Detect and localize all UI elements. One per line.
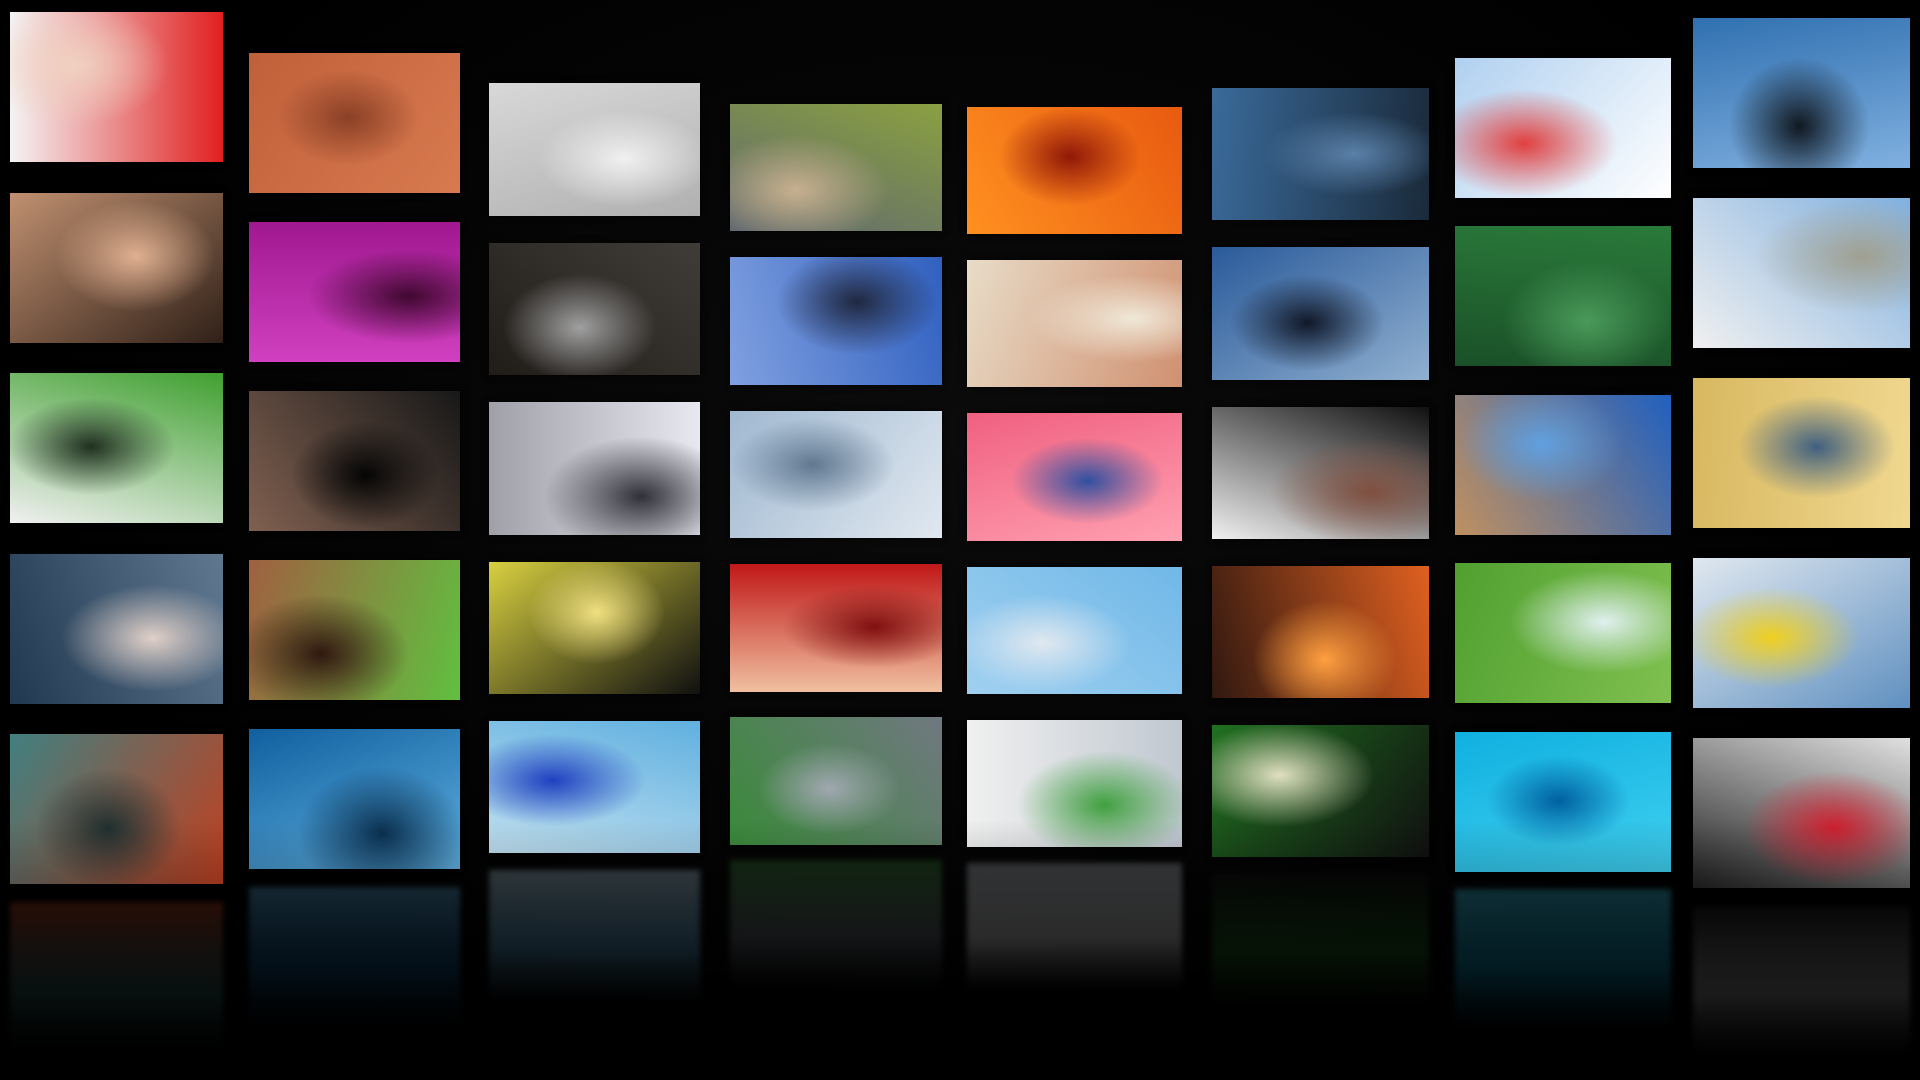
- video-tile: [488, 242, 701, 376]
- video-tile: [488, 402, 701, 535]
- video-tile: [9, 12, 223, 163]
- video-tile: [967, 106, 1182, 234]
- video-tile: [488, 561, 701, 695]
- video-tile: [248, 52, 461, 194]
- video-tile: [9, 553, 223, 704]
- video-tile: [1212, 88, 1429, 221]
- video-tile: [9, 373, 223, 524]
- video-tile: [967, 566, 1182, 694]
- video-tile: [967, 413, 1182, 541]
- video-tile: [1212, 565, 1429, 698]
- video-tile: [1693, 558, 1911, 708]
- video-tile: [1693, 378, 1911, 528]
- video-tile: [729, 564, 942, 692]
- video-tile: [967, 259, 1182, 388]
- video-tile: [248, 390, 461, 532]
- floor-fade: [0, 820, 1920, 1080]
- video-tile: [488, 83, 701, 216]
- video-tile: [729, 104, 942, 232]
- video-tile: [1454, 563, 1672, 704]
- video-tile: [248, 559, 461, 701]
- video-tile: [1212, 247, 1429, 380]
- video-tile: [729, 257, 942, 385]
- video-tile: [1212, 406, 1429, 539]
- video-tile: [9, 192, 223, 343]
- video-tile: [1454, 394, 1672, 535]
- video-tile: [248, 221, 461, 363]
- video-tile: [729, 410, 942, 539]
- video-tile: [1693, 198, 1911, 348]
- video-tile: [1454, 57, 1672, 198]
- video-tile: [1693, 18, 1911, 168]
- video-tile: [1454, 226, 1672, 367]
